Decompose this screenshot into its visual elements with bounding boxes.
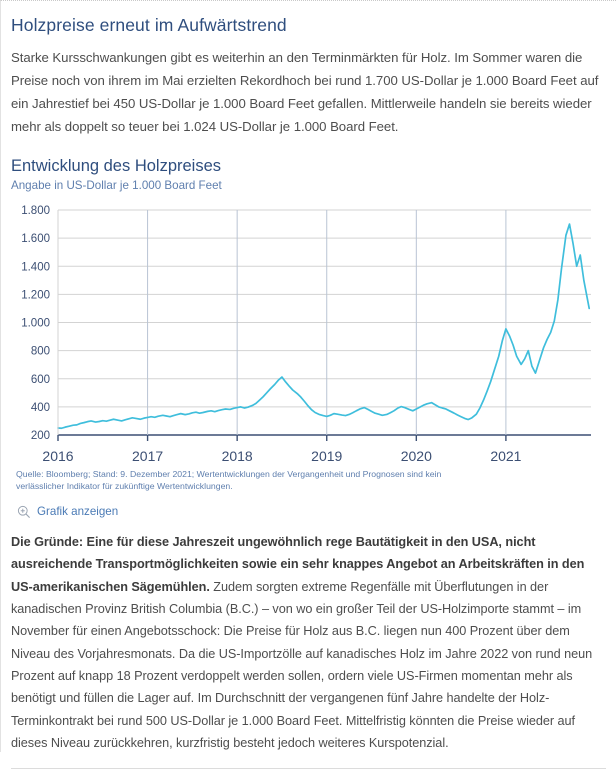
body-paragraph-rest: Zudem sorgten extreme Regenfälle mit Übe… (11, 579, 593, 751)
y-axis-tick-label: 600 (31, 373, 50, 385)
chart-block: Entwicklung des Holzpreises Angabe in US… (11, 157, 606, 493)
zoom-in-icon (17, 505, 31, 518)
x-axis-tick-label: 2016 (42, 448, 73, 464)
x-axis-tick-label: 2017 (132, 448, 163, 464)
x-axis-tick-label: 2021 (490, 448, 521, 464)
x-axis-tick-label: 2020 (401, 448, 432, 464)
lead-paragraph: Starke Kursschwankungen gibt es weiterhi… (11, 50, 599, 134)
y-axis-tick-label: 1.200 (21, 289, 50, 301)
y-axis-tick-label: 1.000 (21, 317, 50, 329)
y-axis-tick-label: 1.400 (21, 261, 50, 273)
chart-source-note: Quelle: Bloomberg; Stand: 9. Dezember 20… (16, 468, 442, 492)
y-axis-tick-label: 200 (31, 430, 50, 442)
show-graphic-label: Grafik anzeigen (37, 505, 119, 519)
chart-title: Entwicklung des Holzpreises (11, 156, 222, 175)
x-axis-tick-label: 2019 (311, 448, 342, 464)
chart-series-line (57, 222, 591, 429)
body-paragraph-bold: Die Gründe: Eine für diese Jahreszeit un… (11, 534, 585, 594)
chart-svg: 200 400 600 800 1.000 1.200 1.400 1.600 1.800 201… (21, 205, 591, 464)
y-axis-tick-label: 800 (31, 345, 50, 357)
y-axis-tick-label: 1.800 (21, 205, 50, 217)
y-axis-tick-label: 1.600 (21, 233, 50, 245)
line-chart: 200 400 600 800 1.000 1.200 1.400 1.600 1.800 201… (11, 197, 607, 465)
y-axis-tick-label: 400 (31, 402, 50, 414)
page-title: Holzpreise erneut im Aufwärtstrend (11, 15, 287, 35)
show-graphic-link[interactable]: Grafik anzeigen (17, 505, 118, 519)
body-paragraph: Die Gründe: Eine für diese Jahreszeit un… (11, 531, 606, 754)
x-axis-tick-label: 2018 (222, 448, 253, 464)
chart-subtitle: Angabe in US-Dollar je 1.000 Board Feet (11, 178, 222, 192)
